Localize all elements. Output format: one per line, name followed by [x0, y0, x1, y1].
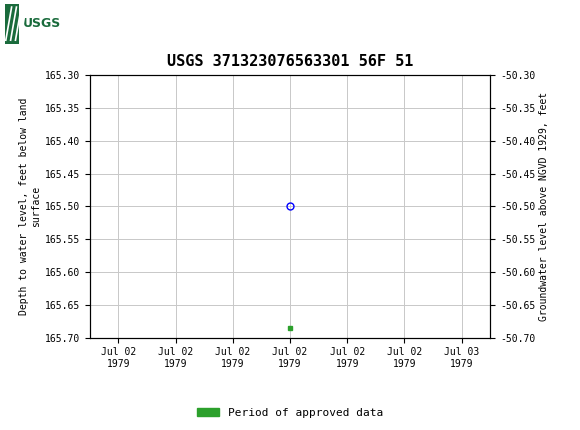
Y-axis label: Depth to water level, feet below land
surface: Depth to water level, feet below land su…	[19, 98, 41, 315]
Y-axis label: Groundwater level above NGVD 1929, feet: Groundwater level above NGVD 1929, feet	[539, 92, 549, 321]
Text: USGS: USGS	[23, 17, 61, 30]
Text: USGS 371323076563301 56F 51: USGS 371323076563301 56F 51	[167, 54, 413, 69]
FancyBboxPatch shape	[5, 4, 19, 43]
Legend: Period of approved data: Period of approved data	[193, 403, 387, 422]
FancyBboxPatch shape	[5, 4, 80, 43]
